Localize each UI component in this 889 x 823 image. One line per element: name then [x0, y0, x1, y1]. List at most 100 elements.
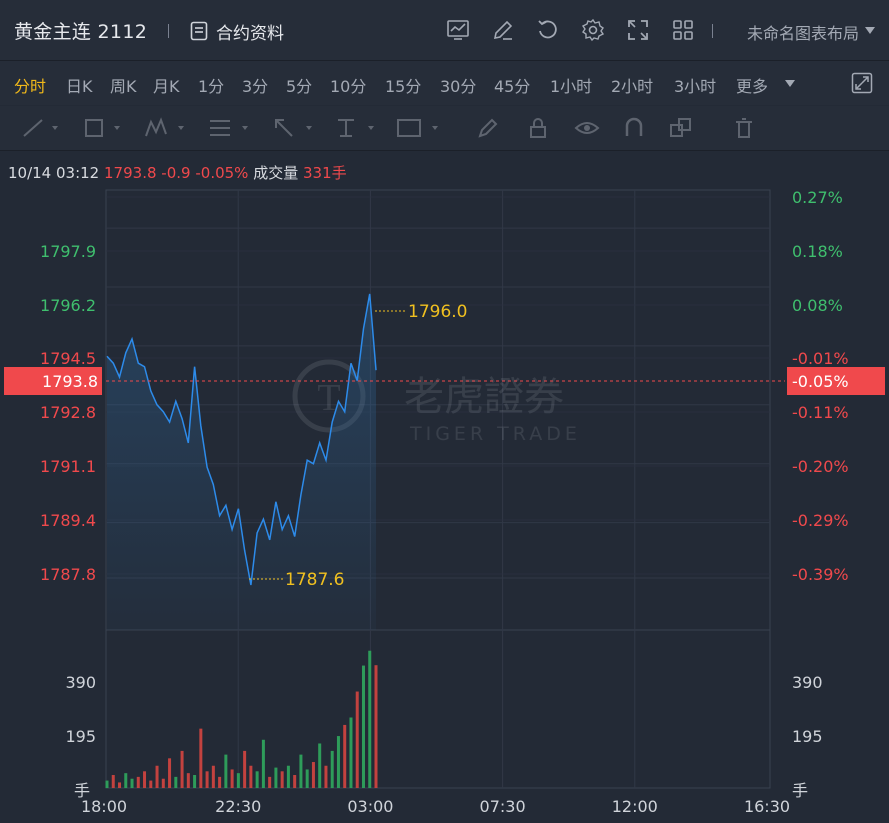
- settings-icon[interactable]: [581, 18, 605, 42]
- period-tab-5[interactable]: 3分: [242, 77, 269, 96]
- time-tick-label: 16:30: [744, 797, 790, 816]
- volume-bar: [211, 765, 215, 788]
- quote-price: 1793.8: [104, 164, 157, 182]
- fullscreen-icon[interactable]: [626, 18, 650, 42]
- volume-bar: [155, 765, 159, 788]
- volume-bar: [324, 765, 328, 788]
- chevron-down-icon[interactable]: [865, 27, 875, 34]
- symbol-title[interactable]: 黄金主连 2112: [14, 21, 148, 43]
- trend-line-icon[interactable]: [22, 116, 62, 140]
- volume-bar: [318, 743, 322, 788]
- contract-info-button[interactable]: 合约资料: [190, 18, 284, 44]
- chart-labels: 1797.9 1796.2 1794.5 1792.8 1791.1 1789.4 1787…: [4, 188, 885, 816]
- period-tab-7[interactable]: 10分: [330, 77, 367, 96]
- fib-icon[interactable]: [208, 116, 252, 140]
- chevron-down-icon[interactable]: [785, 80, 795, 87]
- price-area: [107, 293, 376, 630]
- volume-bar: [118, 782, 122, 788]
- quote-change-pct: -0.05%: [195, 164, 249, 182]
- volume-bar: [274, 767, 278, 788]
- period-tab-3[interactable]: 月K: [153, 77, 180, 96]
- price-tick-label: 1797.9: [40, 242, 96, 261]
- current-price-label: 1793.8: [42, 372, 98, 391]
- expand-icon[interactable]: [851, 72, 873, 94]
- volume-bar: [180, 750, 184, 788]
- pct-tick-label: -0.39%: [792, 565, 849, 584]
- trash-icon[interactable]: [732, 116, 756, 140]
- quote-time: 10/14 03:12: [8, 164, 100, 182]
- lock-icon[interactable]: [526, 116, 550, 140]
- volume-bar: [355, 691, 359, 788]
- price-tick-label: 1794.5: [40, 349, 96, 368]
- price-line: [106, 293, 377, 586]
- volume-bar: [293, 775, 297, 788]
- period-tab-9[interactable]: 30分: [440, 77, 477, 96]
- pct-tick-label: 0.08%: [792, 296, 843, 315]
- refresh-icon[interactable]: [536, 18, 560, 42]
- period-tab-12[interactable]: 2小时: [611, 77, 654, 96]
- svg-text:TIGER TRADE: TIGER TRADE: [409, 423, 581, 445]
- volume-bar: [268, 776, 272, 788]
- volume-bar: [124, 773, 128, 788]
- volume-bar: [143, 771, 147, 788]
- volume-bar: [280, 771, 284, 788]
- volume-bar: [343, 724, 347, 788]
- wave-icon[interactable]: [144, 116, 188, 140]
- top-toolbar: 黄金主连 2112 合约资料 未命名图: [0, 0, 889, 61]
- magnet-icon[interactable]: [622, 116, 646, 140]
- volume-bar: [311, 762, 315, 788]
- price-tick-label: 1787.8: [40, 565, 96, 584]
- volume-bar: [255, 771, 259, 788]
- volume-unit-label-right: 手: [792, 781, 808, 800]
- volume-tick-label-right: 390: [792, 673, 823, 692]
- volume-bar: [249, 765, 253, 788]
- intraday-chart[interactable]: T 老虎證券 TIGER TRADE 1797.9 1796.2 1794.5 179…: [0, 185, 889, 823]
- period-tab-6[interactable]: 5分: [286, 77, 313, 96]
- period-tab-13[interactable]: 3小时: [674, 77, 717, 96]
- arrow-icon[interactable]: [272, 116, 316, 140]
- layout-selector[interactable]: 未命名图表布局: [746, 24, 859, 43]
- edit-icon[interactable]: [491, 18, 515, 42]
- drawing-toolbar: [0, 106, 889, 151]
- volume-bar: [236, 773, 240, 788]
- grid-icon[interactable]: [671, 18, 695, 42]
- layers-icon[interactable]: [668, 116, 694, 140]
- svg-text:T: T: [317, 377, 340, 419]
- volume-tick-label: 195: [65, 727, 96, 746]
- volume-bar: [105, 780, 109, 788]
- period-tab-0[interactable]: 分时: [14, 77, 47, 96]
- line-chart-icon[interactable]: [446, 18, 470, 42]
- pct-tick-label: 0.27%: [792, 188, 843, 207]
- pct-tick-label: -0.29%: [792, 511, 849, 530]
- volume-bar: [361, 665, 365, 788]
- current-pct-box: [787, 367, 885, 395]
- period-tab-1[interactable]: 日K: [66, 77, 93, 96]
- text-tool-icon[interactable]: [334, 116, 378, 140]
- period-bar: [0, 61, 889, 105]
- volume-bar: [336, 736, 340, 788]
- rectangle-icon[interactable]: [84, 116, 124, 140]
- period-tab-8[interactable]: 15分: [385, 77, 422, 96]
- current-pct-label: -0.05%: [792, 372, 849, 391]
- volume-unit-label: 手: [74, 781, 90, 800]
- volume-value: 331手: [303, 164, 347, 182]
- price-label-icon[interactable]: [396, 116, 442, 140]
- period-tab-2[interactable]: 周K: [110, 77, 137, 96]
- time-tick-label: 12:00: [612, 797, 658, 816]
- price-tick-label: 1792.8: [40, 403, 96, 422]
- volume-bar: [230, 769, 234, 788]
- period-tab-10[interactable]: 45分: [494, 77, 531, 96]
- volume-bar: [161, 778, 165, 788]
- period-tab-4[interactable]: 1分: [198, 77, 225, 96]
- eye-icon[interactable]: [574, 116, 600, 140]
- price-tick-label: 1796.2: [40, 296, 96, 315]
- separator: [712, 24, 713, 38]
- period-tab-14[interactable]: 更多: [736, 77, 769, 96]
- volume-bar: [349, 717, 353, 788]
- period-tab-11[interactable]: 1小时: [550, 77, 593, 96]
- volume-bar: [186, 773, 190, 788]
- volume-bar: [111, 775, 115, 788]
- volume-bar: [174, 776, 178, 788]
- svg-text:老虎證券: 老虎證券: [404, 374, 564, 420]
- brush-icon[interactable]: [476, 116, 500, 140]
